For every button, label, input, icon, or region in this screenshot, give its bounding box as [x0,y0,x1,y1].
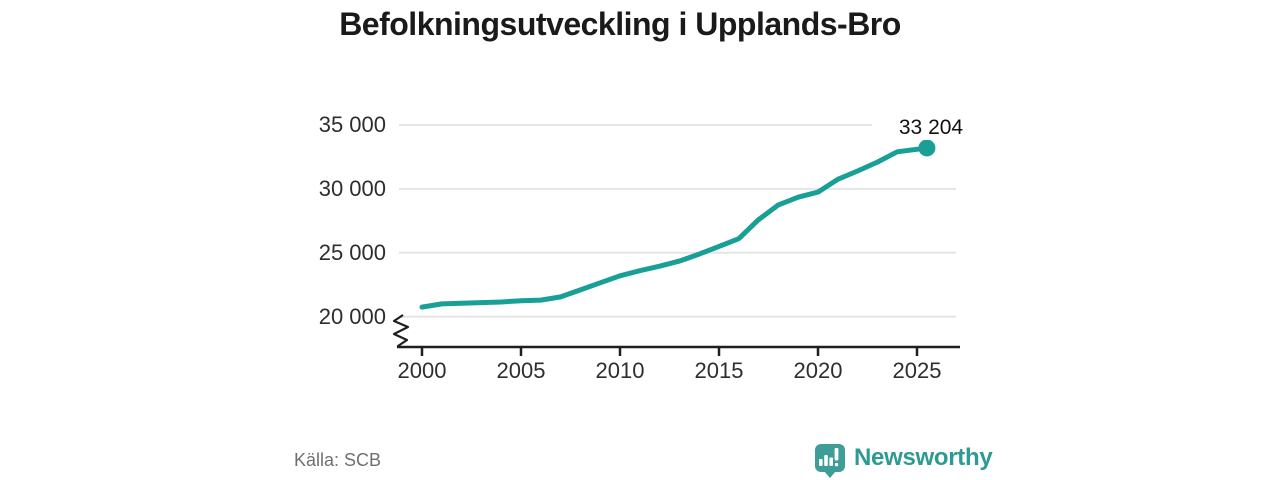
gridlines [399,124,956,318]
y-tick-label: 25 000 [318,239,386,265]
x-tick-label: 2010 [595,358,645,383]
brand-wordmark: Newsworthy [854,444,993,471]
x-tick-label: 2025 [892,358,942,383]
x-tick-label: 2020 [793,358,843,383]
last-value-annotation: 33 204 [872,115,990,140]
chart-title: Befolkningsutveckling i Upplands-Bro [339,6,901,42]
source-caption: Källa: SCB [294,450,382,470]
x-axis [397,345,960,356]
bar-chart-exclamation-icon [815,444,845,478]
y-tick-label: 20 000 [318,303,386,329]
y-tick-label: 30 000 [318,175,386,201]
x-tick-label: 2015 [694,358,744,383]
axis-break-zigzag [392,314,410,348]
newsworthy-logo: Newsworthy [815,444,993,478]
population-line-series [419,139,936,310]
x-tick-label: 2000 [397,358,447,383]
last-data-point [918,139,936,157]
speech-bubble-tail [824,471,836,478]
y-tick-label: 35 000 [318,112,386,137]
x-tick-label: 2005 [496,358,546,383]
bar-chart-glyph [819,448,839,467]
